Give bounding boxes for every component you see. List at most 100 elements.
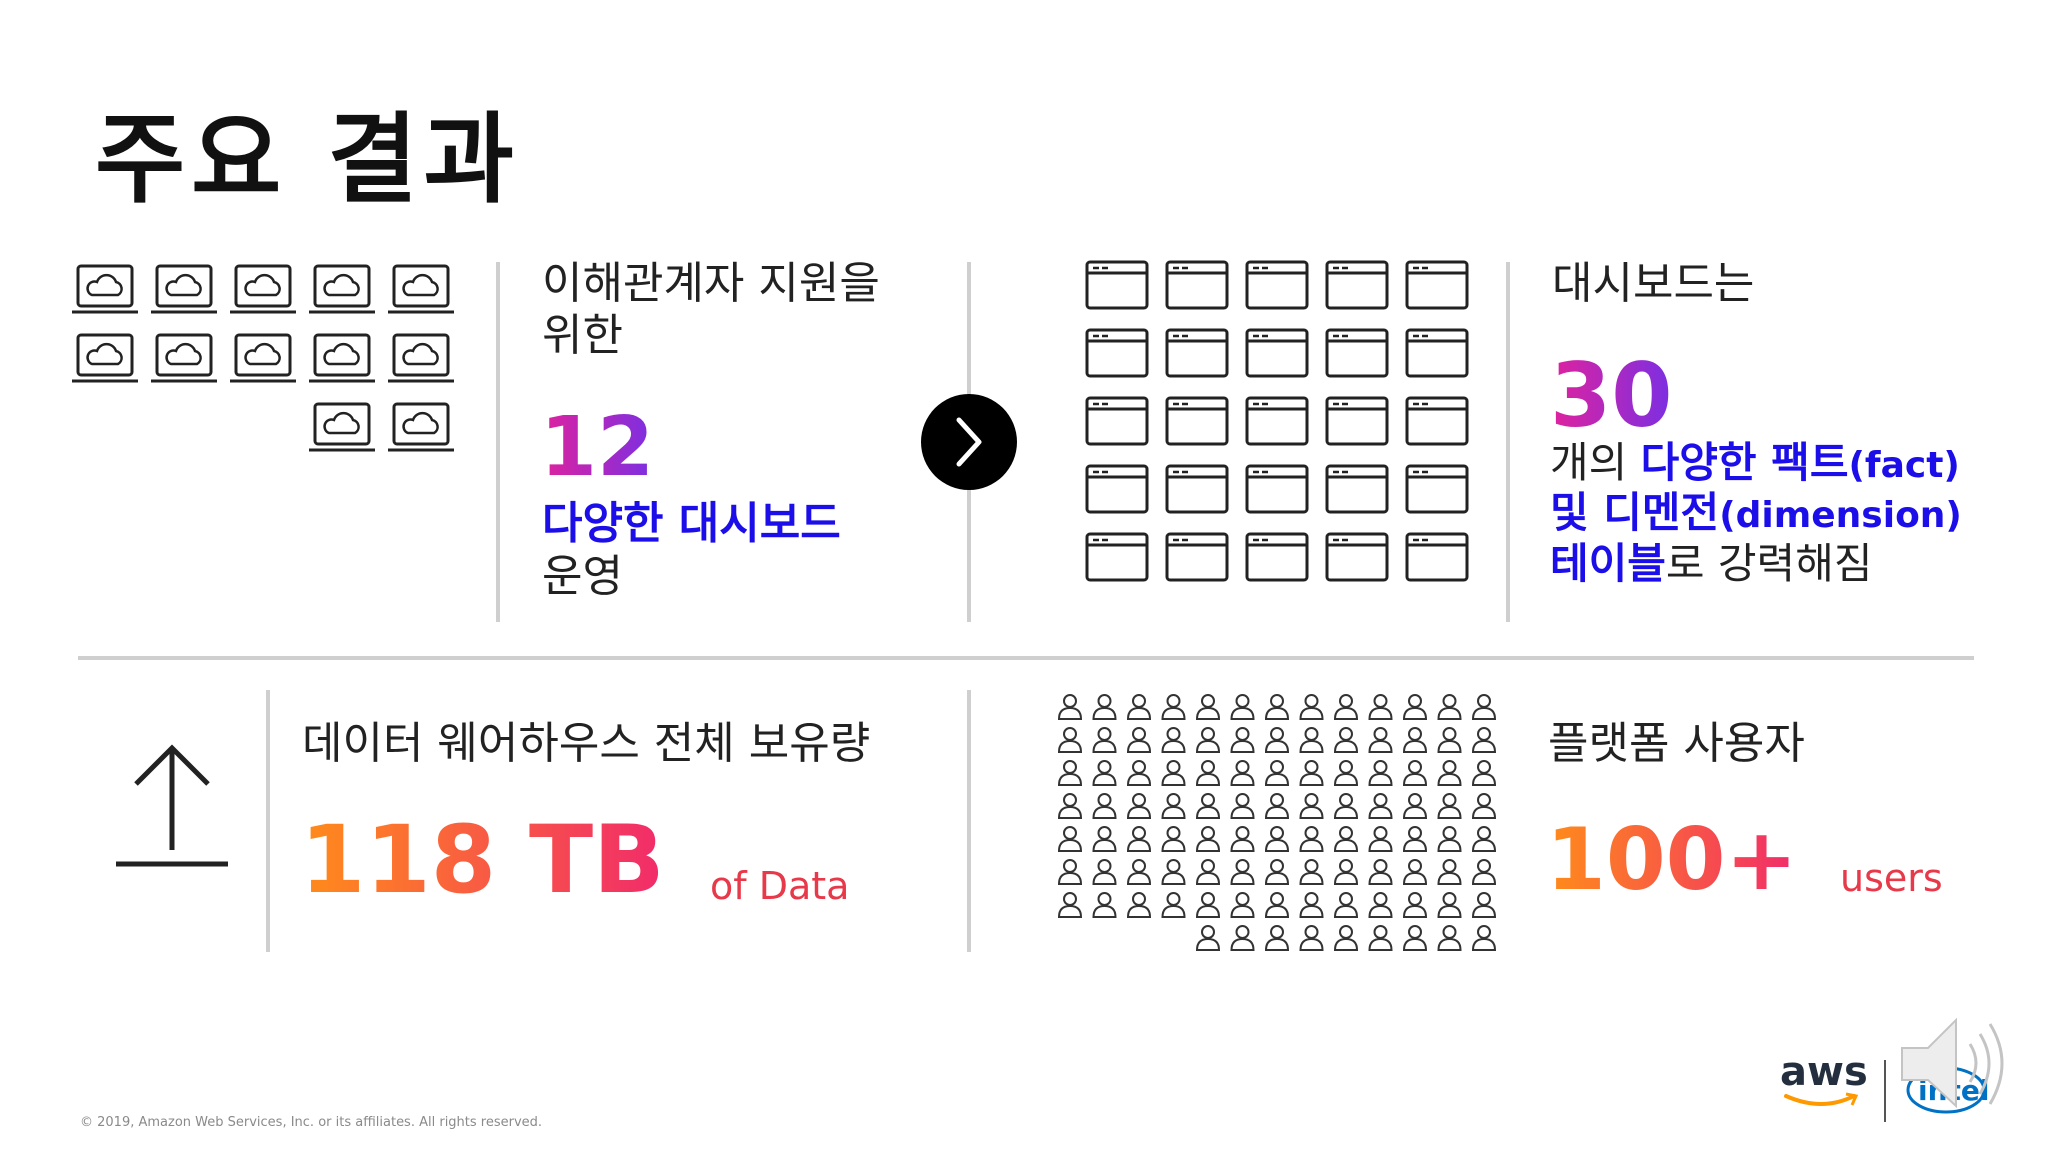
upload-arrow-icon: [112, 740, 232, 870]
user-icon: [1437, 826, 1462, 852]
user-icon: [1057, 826, 1083, 852]
speaker-icon[interactable]: [1896, 1010, 2016, 1120]
user-icon: [1333, 760, 1359, 786]
browser-window-icon: [1085, 396, 1149, 446]
user-icon: [1437, 793, 1462, 819]
browser-window-icon: [1085, 464, 1149, 514]
user-icon: [1195, 859, 1221, 885]
aws-logo: aws: [1780, 1049, 1868, 1112]
user-icon: [1437, 727, 1462, 753]
browser-window-icon: [1165, 396, 1229, 446]
user-icon: [1368, 925, 1393, 951]
laptop-cloud-icon: [151, 264, 217, 314]
user-icon: [1264, 859, 1290, 885]
panel2-number: 30: [1550, 344, 1673, 447]
browser-window-icon: [1165, 532, 1229, 582]
panel2-line3-highlight: 테이블: [1550, 538, 1666, 588]
panel2-line3: 테이블로 강력해짐: [1550, 539, 1962, 589]
browser-window-icon: [1245, 532, 1309, 582]
user-icon: [1471, 892, 1497, 918]
user-icon: [1402, 892, 1428, 918]
user-icon: [1264, 892, 1290, 918]
browser-window-icon: [1405, 260, 1469, 310]
browser-window-icon-group: [1085, 260, 1469, 582]
user-icon: [1333, 694, 1359, 720]
user-icon: [1368, 892, 1393, 918]
user-icon: [1092, 694, 1117, 720]
browser-window-icon: [1245, 328, 1309, 378]
user-icon: [1161, 826, 1186, 852]
browser-window-icon: [1405, 328, 1469, 378]
panel1-highlight: 다양한 대시보드: [542, 498, 841, 549]
user-icon: [1161, 892, 1186, 918]
user-icon: [1230, 925, 1255, 951]
browser-window-icon: [1405, 396, 1469, 446]
user-icon: [1161, 694, 1186, 720]
user-icon: [1092, 727, 1117, 753]
user-icon: [1195, 727, 1221, 753]
user-icon: [1057, 892, 1083, 918]
laptop-cloud-icon: [309, 264, 375, 314]
user-icon: [1471, 859, 1497, 885]
user-icon: [1057, 727, 1083, 753]
laptop-cloud-icon: [309, 333, 375, 383]
user-icon: [1299, 694, 1324, 720]
user-icon: [1402, 925, 1428, 951]
browser-window-icon: [1085, 532, 1149, 582]
user-icon: [1368, 760, 1393, 786]
browser-window-icon: [1245, 260, 1309, 310]
user-icon: [1402, 826, 1428, 852]
user-icon-group: [1057, 694, 1497, 951]
panel3-number: 118 TB: [300, 806, 665, 915]
panel4-unit: users: [1840, 856, 1943, 900]
user-icon: [1368, 826, 1393, 852]
user-icon: [1126, 760, 1152, 786]
panel4-number: 100+: [1546, 810, 1798, 910]
browser-window-icon: [1085, 328, 1149, 378]
user-icon: [1230, 859, 1255, 885]
browser-window-icon: [1165, 464, 1229, 514]
user-icon: [1092, 793, 1117, 819]
panel3-unit: of Data: [710, 864, 850, 908]
browser-window-icon: [1085, 260, 1149, 310]
browser-window-icon: [1325, 396, 1389, 446]
user-icon: [1368, 694, 1393, 720]
user-icon: [1299, 892, 1324, 918]
next-button[interactable]: [921, 394, 1017, 490]
aws-logo-text: aws: [1780, 1049, 1868, 1095]
user-icon: [1057, 793, 1083, 819]
user-icon: [1126, 859, 1152, 885]
panel3-label: 데이터 웨어하우스 전체 보유량: [302, 718, 871, 769]
user-icon: [1057, 694, 1083, 720]
divider-vertical-3: [1506, 262, 1510, 622]
page-title: 주요 결과: [95, 103, 520, 217]
laptop-cloud-icon: [309, 402, 375, 452]
panel2-line1-paren: (fact): [1848, 445, 1960, 486]
user-icon: [1195, 826, 1221, 852]
logo-divider: [1884, 1060, 1886, 1122]
browser-window-icon: [1245, 464, 1309, 514]
user-icon: [1230, 694, 1255, 720]
user-icon: [1402, 694, 1428, 720]
laptop-cloud-icon-group: [72, 264, 454, 452]
panel2-description: 개의 다양한 팩트(fact) 및 디멘전(dimension) 테이블로 강력…: [1550, 438, 1962, 589]
user-icon: [1471, 694, 1497, 720]
user-icon: [1368, 859, 1393, 885]
user-icon: [1126, 694, 1152, 720]
browser-window-icon: [1165, 328, 1229, 378]
laptop-cloud-icon: [151, 333, 217, 383]
user-icon: [1437, 892, 1462, 918]
user-icon: [1402, 760, 1428, 786]
panel2-line1: 개의 다양한 팩트(fact): [1550, 438, 1962, 488]
user-icon: [1126, 727, 1152, 753]
user-icon: [1471, 793, 1497, 819]
user-icon: [1195, 793, 1221, 819]
user-icon: [1402, 859, 1428, 885]
browser-window-icon: [1325, 464, 1389, 514]
user-icon: [1471, 826, 1497, 852]
user-icon: [1437, 859, 1462, 885]
user-icon: [1230, 793, 1255, 819]
laptop-cloud-icon: [230, 333, 296, 383]
user-icon: [1195, 760, 1221, 786]
user-icon: [1126, 892, 1152, 918]
